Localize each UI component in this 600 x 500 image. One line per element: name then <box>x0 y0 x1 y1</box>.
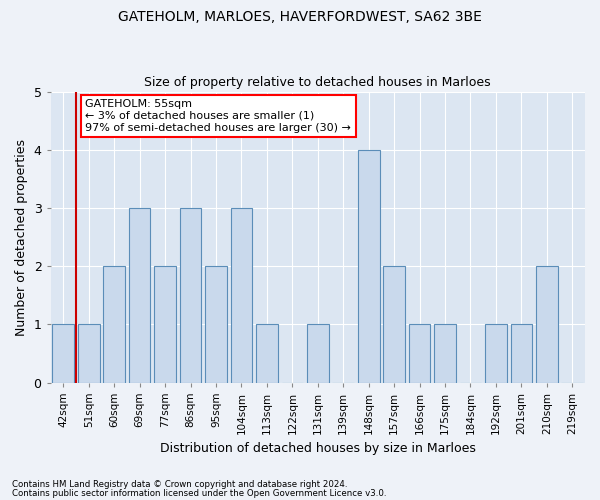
Bar <box>205 266 227 382</box>
Text: GATEHOLM, MARLOES, HAVERFORDWEST, SA62 3BE: GATEHOLM, MARLOES, HAVERFORDWEST, SA62 3… <box>118 10 482 24</box>
Title: Size of property relative to detached houses in Marloes: Size of property relative to detached ho… <box>145 76 491 90</box>
X-axis label: Distribution of detached houses by size in Marloes: Distribution of detached houses by size … <box>160 442 476 455</box>
Bar <box>485 324 507 382</box>
Bar <box>358 150 380 382</box>
Bar <box>129 208 151 382</box>
Text: GATEHOLM: 55sqm
← 3% of detached houses are smaller (1)
97% of semi-detached hou: GATEHOLM: 55sqm ← 3% of detached houses … <box>85 100 351 132</box>
Bar <box>383 266 405 382</box>
Bar <box>511 324 532 382</box>
Bar <box>307 324 329 382</box>
Bar <box>434 324 456 382</box>
Bar <box>536 266 557 382</box>
Bar <box>154 266 176 382</box>
Bar <box>78 324 100 382</box>
Bar <box>103 266 125 382</box>
Y-axis label: Number of detached properties: Number of detached properties <box>15 139 28 336</box>
Text: Contains HM Land Registry data © Crown copyright and database right 2024.: Contains HM Land Registry data © Crown c… <box>12 480 347 489</box>
Bar <box>52 324 74 382</box>
Bar <box>256 324 278 382</box>
Bar <box>409 324 430 382</box>
Text: Contains public sector information licensed under the Open Government Licence v3: Contains public sector information licen… <box>12 488 386 498</box>
Bar <box>180 208 202 382</box>
Bar <box>230 208 252 382</box>
